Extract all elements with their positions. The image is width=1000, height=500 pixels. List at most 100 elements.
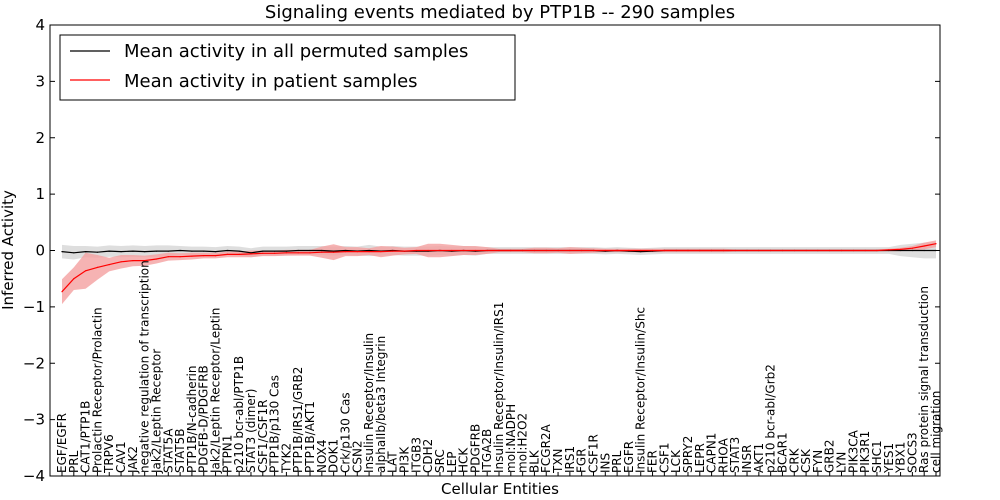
series-1-point [368, 251, 370, 253]
series-1-point [274, 252, 276, 254]
x-category-label: PTP1B/N-cadherin [185, 366, 199, 473]
x-category-label: TYK2 [279, 443, 293, 474]
series-1-point [73, 278, 75, 280]
series-1-point [333, 251, 335, 253]
x-category-label: YBX1 [894, 442, 908, 474]
series-1-point [888, 249, 890, 251]
series-1-point [628, 249, 630, 252]
y-tick-label: 0 [35, 242, 45, 260]
x-category-label: LAT [386, 451, 400, 473]
x-category-label: CSF1R [587, 434, 601, 473]
y-axis-label: Inferred Activity [0, 190, 17, 310]
series-1-point [663, 249, 666, 252]
series-1-point [758, 249, 760, 252]
x-category-label: EGFR [622, 441, 636, 473]
x-axis-label: Cellular Entities [441, 480, 559, 498]
x-category-label: FER [646, 450, 660, 473]
series-1-point [179, 256, 181, 258]
series-1-point [522, 249, 524, 252]
x-category-label: GRB2 [823, 439, 837, 473]
series-1-point [722, 249, 725, 252]
series-1-point [463, 249, 465, 252]
x-category-label: SOCS3 [905, 432, 919, 473]
x-category-label: PRL [610, 450, 624, 473]
series-1-point [510, 249, 512, 252]
series-1-point [746, 249, 748, 252]
series-0-point [108, 250, 110, 252]
legend-label-permuted: Mean activity in all permuted samples [124, 41, 468, 62]
series-0-point [333, 250, 335, 252]
x-category-label: PTP1B/IRS1/GRB2 [291, 367, 305, 473]
x-category-label: LEPR [693, 443, 707, 473]
series-1-point [214, 255, 217, 257]
x-category-label: CDH2 [421, 439, 435, 473]
x-category-label: CAT1/PTP1B [79, 401, 93, 473]
series-1-point [640, 249, 642, 252]
series-0-point [900, 249, 902, 252]
x-category-label: PIK3R1 [858, 431, 872, 473]
series-0-point [203, 250, 205, 252]
series-1-point [144, 260, 146, 262]
series-1-point [226, 253, 228, 255]
x-category-label: mol:H2O2 [516, 413, 530, 473]
x-category-label: LEP [445, 451, 459, 473]
y-tick-label: −1 [23, 298, 45, 316]
x-category-label: PDGFRB [468, 424, 482, 473]
series-1-point [592, 249, 595, 252]
series-1-point [61, 291, 63, 293]
x-category-label: Insulin Receptor/Insulin/IRS1 [492, 302, 506, 473]
x-category-label: INS [598, 453, 612, 473]
x-category-label: CSF1/CSF1R [256, 400, 270, 473]
x-category-label: BCAR1 [776, 432, 790, 473]
x-category-label: CRK [787, 447, 801, 473]
series-1-point [344, 251, 347, 253]
x-category-label: SPRY2 [681, 436, 695, 473]
x-category-label: Insulin Receptor/Insulin/Shc [634, 307, 648, 473]
legend: Mean activity in all permuted samples Me… [59, 34, 516, 101]
x-category-label: Jak2/Leptin Receptor [150, 349, 164, 474]
x-category-label: FYN [811, 450, 825, 473]
x-category-label: PRL [67, 450, 81, 473]
x-category-label: PDGFB-D/PDGFRB [197, 365, 211, 473]
series-0-point [250, 252, 252, 254]
series-0-point [226, 249, 228, 252]
x-category-label: ITGA2B [480, 429, 494, 473]
series-1-point [356, 251, 358, 253]
y-tick-label: 2 [35, 129, 45, 147]
x-category-label: PIK3CA [846, 429, 860, 473]
x-category-label: p210 bcr-abl/Grb2 [764, 364, 778, 473]
series-1-point [805, 249, 807, 252]
series-1-point [415, 249, 417, 252]
x-category-label: PTPN1 [220, 435, 234, 473]
y-tick-label: 4 [35, 16, 45, 34]
series-1-point [108, 264, 110, 266]
series-0-point [344, 249, 347, 252]
series-1-point [439, 249, 441, 252]
x-category-label: p210 bcr-abl/PTP1B [232, 356, 246, 473]
legend-label-patient: Mean activity in patient samples [124, 71, 418, 92]
series-1-point [321, 251, 323, 253]
series-0-point [238, 250, 240, 252]
series-0-point [85, 251, 87, 253]
series-1-point [793, 249, 795, 252]
x-category-label: STAT5A [161, 428, 175, 473]
series-1-point [191, 255, 193, 257]
series-0-point [214, 251, 217, 253]
x-category-label: CAV1 [114, 441, 128, 473]
series-1-point [238, 253, 240, 255]
series-1-point [297, 252, 299, 254]
x-category-label: CSK [799, 448, 813, 473]
x-category-label: TXN [551, 448, 565, 474]
x-category-label: cell migration [929, 391, 943, 473]
x-category-label: SRC [433, 449, 447, 473]
series-1-point [604, 249, 606, 252]
series-0-point [191, 250, 193, 252]
x-category-label: LCK [669, 449, 683, 473]
series-0-point [179, 249, 181, 252]
x-category-label: DOK1 [327, 439, 341, 473]
x-category-label: PTP1B/p130 Cas [268, 375, 282, 473]
series-1-point [486, 249, 488, 252]
x-category-label: Ras protein signal transduction [917, 286, 931, 473]
x-category-label: LYN [835, 452, 849, 473]
